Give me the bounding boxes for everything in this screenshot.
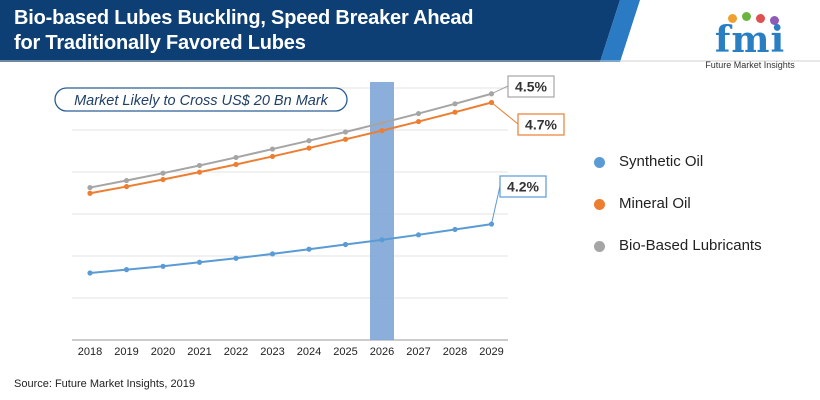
x-tick-label: 2018: [78, 346, 102, 358]
data-point: [452, 101, 458, 107]
data-point: [87, 270, 93, 276]
data-point: [306, 145, 312, 151]
data-point: [342, 136, 349, 142]
x-tick-label: 2026: [370, 346, 394, 358]
legend-item: Mineral Oil: [594, 194, 762, 236]
data-point: [306, 138, 312, 144]
data-point: [269, 153, 276, 160]
data-point: [415, 110, 422, 117]
x-tick-label: 2028: [443, 346, 467, 358]
data-point: [87, 190, 93, 196]
cagr-callout-label: 4.5%: [515, 79, 547, 95]
data-point: [415, 232, 422, 238]
series-line-2: [89, 92, 492, 189]
data-point: [379, 237, 385, 243]
legend-marker-icon: [594, 241, 605, 252]
cagr-callout-label: 4.2%: [507, 179, 539, 195]
x-tick-label: 2027: [406, 346, 430, 358]
chart-legend: Synthetic Oil Mineral Oil Bio-Based Lubric…: [594, 152, 762, 278]
callout-leader: [491, 85, 509, 95]
logo-dot-icon: [728, 14, 737, 23]
legend-label: Bio-Based Lubricants: [619, 237, 762, 254]
data-point: [123, 177, 130, 184]
x-tick-label: 2020: [151, 346, 175, 358]
logo-dot-icon: [770, 16, 779, 25]
x-tick-label: 2025: [333, 346, 357, 358]
legend-marker-icon: [594, 199, 605, 210]
data-point: [306, 246, 312, 252]
logo-subtitle: Future Market Insights: [705, 60, 795, 70]
x-tick-label: 2022: [224, 346, 248, 358]
source-note: Source: Future Market Insights, 2019: [14, 378, 195, 390]
logo-dot-icon: [756, 14, 765, 23]
logo-dot-icon: [742, 12, 751, 21]
data-point: [269, 146, 276, 152]
data-point: [379, 120, 385, 126]
legend-item: Bio-Based Lubricants: [594, 236, 762, 278]
data-point: [196, 259, 203, 265]
cagr-callout-box: [499, 175, 547, 198]
callout-leader: [491, 102, 519, 125]
data-point: [233, 255, 239, 261]
data-point: [269, 251, 276, 257]
legend-label: Synthetic Oil: [619, 153, 704, 170]
x-tick-label: 2019: [114, 346, 138, 358]
data-point: [160, 176, 166, 183]
series-line-0: [89, 223, 492, 274]
banner-background: [0, 0, 820, 62]
cagr-callout-box: [517, 113, 565, 136]
annotation-box: [54, 87, 348, 112]
annotation-text: Market Likely to Cross US$ 20 Bn Mark: [74, 93, 329, 109]
title-line-1: Bio-based Lubes Buckling, Speed Breaker …: [14, 7, 474, 29]
header-banner: Bio-based Lubes Buckling, Speed Breaker …: [0, 0, 820, 70]
data-point: [342, 241, 349, 248]
data-point: [379, 128, 385, 134]
legend-item: Synthetic Oil: [594, 152, 762, 194]
data-point: [452, 109, 458, 115]
logo-wordmark: fmi: [714, 19, 786, 61]
legend-label: Mineral Oil: [619, 195, 691, 212]
data-point: [488, 91, 495, 97]
data-point: [415, 118, 422, 125]
data-point: [87, 184, 93, 191]
x-tick-label: 2029: [479, 346, 503, 358]
series-line-1: [89, 101, 492, 195]
data-point: [123, 267, 130, 273]
data-point: [160, 263, 166, 269]
data-point: [196, 162, 203, 169]
data-point: [233, 161, 239, 168]
legend-marker-icon: [594, 157, 605, 168]
callout-leader: [491, 185, 501, 225]
cagr-callout-box: [507, 75, 555, 98]
x-tick-label: 2024: [297, 346, 321, 358]
data-point: [452, 226, 458, 233]
fmi-logo: fmi Future Market Insights: [690, 12, 810, 70]
data-point: [160, 170, 166, 176]
data-point: [123, 183, 130, 190]
cagr-callout-label: 4.7%: [525, 117, 557, 133]
x-tick-label: 2021: [187, 346, 211, 358]
line-chart: 2018 2019 2020 2021 2022 2023 2024 2025 2026 2027…: [54, 75, 565, 358]
data-point: [196, 169, 203, 175]
data-point: [342, 129, 349, 135]
page-title: Bio-based Lubes Buckling, Speed Breaker …: [14, 6, 574, 56]
title-line-2: for Traditionally Favored Lubes: [14, 32, 306, 54]
data-point: [233, 154, 239, 161]
x-tick-label: 2023: [260, 346, 284, 358]
